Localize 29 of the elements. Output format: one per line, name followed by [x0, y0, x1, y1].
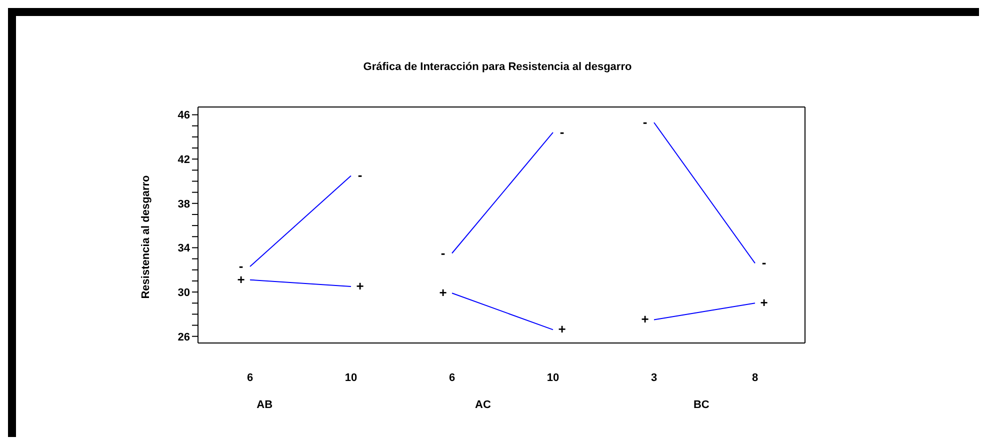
text: + — [760, 295, 768, 310]
text: + — [237, 272, 245, 287]
x-tick-label: 6 — [246, 372, 254, 384]
y-tick-label: 46 — [178, 110, 190, 122]
y-tick-label: 26 — [178, 331, 190, 344]
text: - — [642, 114, 648, 130]
text: - — [560, 124, 564, 140]
y-tick-label: 30 — [178, 286, 190, 299]
x-tick-label: 10 — [546, 372, 560, 384]
series-label: + — [641, 312, 650, 327]
series-label: + — [356, 278, 364, 294]
y-axis-title: Resistencia al desgarro — [140, 174, 152, 301]
series-label: - — [762, 255, 766, 270]
series-label: + — [439, 285, 448, 300]
x-tick-label: 10 — [344, 372, 358, 384]
text: AC — [474, 399, 492, 411]
x-tick-label: 8 — [752, 372, 758, 384]
y-tick-label: 38 — [178, 198, 190, 210]
series-label: - — [358, 168, 362, 183]
text: - — [238, 258, 244, 274]
series-label: - — [440, 245, 446, 260]
text: + — [558, 322, 566, 337]
x-tick-label: 3 — [650, 372, 658, 384]
chart-title: Gráfica de Interacción para Resistencia al desgarro — [362, 61, 633, 73]
text: AB — [256, 399, 274, 411]
y-tick-label: 42 — [178, 154, 190, 166]
x-tick-label: 6 — [448, 372, 456, 384]
text: BC — [692, 399, 710, 411]
y-tick-label: 34 — [178, 242, 191, 255]
